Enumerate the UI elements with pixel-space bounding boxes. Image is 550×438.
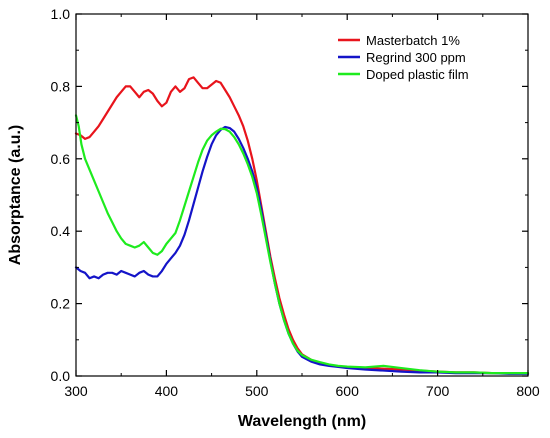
y-tick-label: 0.6 [51,151,71,167]
x-tick-label: 300 [64,383,88,399]
ticks-layer: 300 400 500 600 700 800 0.0 0.2 0.4 0.6 0.8 1.0 [51,6,540,399]
y-axis-title: Absorptance (a.u.) [7,125,24,265]
x-tick-label: 400 [155,383,179,399]
legend: Masterbatch 1% Regrind 300 ppm Doped plast… [338,33,469,82]
series-line-3 [74,114,530,375]
x-tick-label: 700 [426,383,450,399]
legend-label-1: Masterbatch 1% [366,33,460,48]
series-layer [74,76,530,375]
y-tick-label: 0.0 [51,368,71,384]
x-axis-title: Wavelength (nm) [238,413,366,430]
x-tick-label: 800 [516,383,540,399]
y-tick-label: 1.0 [51,6,71,22]
x-tick-label: 600 [336,383,360,399]
x-tick-label: 500 [245,383,269,399]
legend-label-2: Regrind 300 ppm [366,50,466,65]
legend-label-3: Doped plastic film [366,67,469,82]
y-tick-label: 0.2 [51,296,71,312]
y-tick-label: 0.8 [51,78,71,94]
y-tick-label: 0.4 [51,223,71,239]
